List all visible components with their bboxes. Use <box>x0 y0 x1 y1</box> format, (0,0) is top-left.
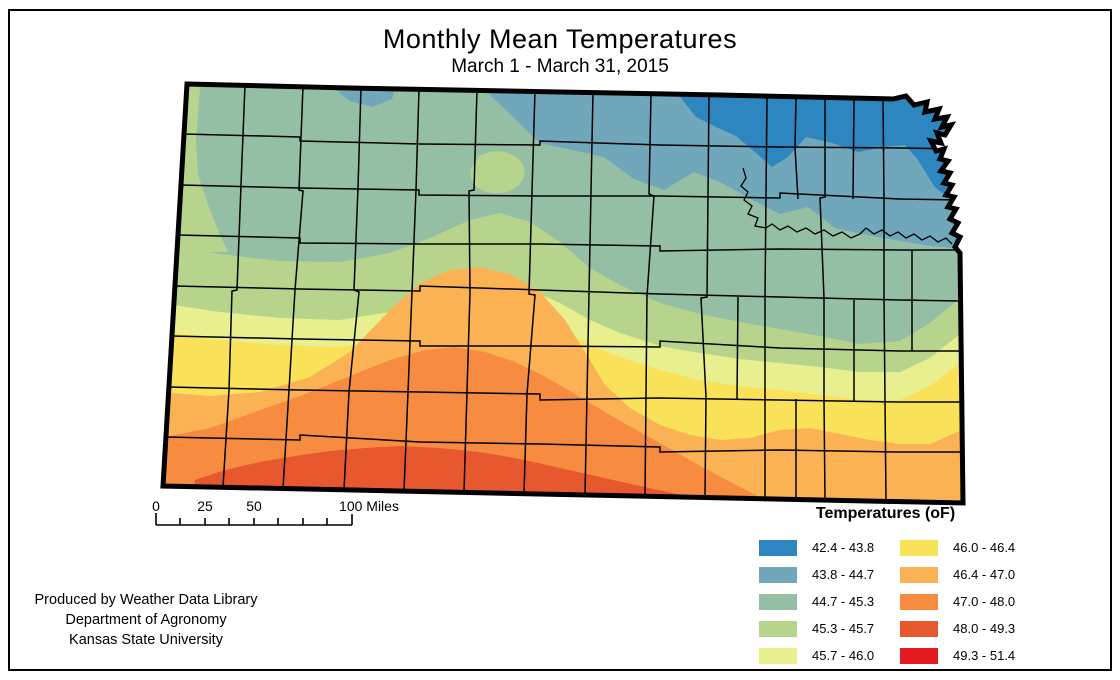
band-45-3-45-7-island <box>470 151 525 194</box>
state-border <box>160 81 966 506</box>
legend-range-label: 46.4 - 47.0 <box>953 567 1016 582</box>
legend-swatch <box>900 620 938 637</box>
legend-item: 45.3 - 45.7 <box>759 615 874 642</box>
attribution-line: Kansas State University <box>69 632 223 648</box>
scale-label-100-miles: 100 Miles <box>339 498 399 514</box>
legend-swatch <box>759 539 797 556</box>
legend-range-label: 49.3 - 51.4 <box>953 648 1016 663</box>
attribution-line: Produced by Weather Data Library <box>34 592 258 608</box>
legend-range-label: 46.0 - 46.4 <box>953 540 1016 555</box>
scale-label-0: 0 <box>152 498 160 514</box>
river-boundary <box>740 167 953 245</box>
legend-range-label: 47.0 - 48.0 <box>953 594 1016 609</box>
map-subtitle: March 1 - March 31, 2015 <box>451 56 669 77</box>
legend-range-label: 45.7 - 46.0 <box>812 648 875 663</box>
legend-item: 49.3 - 51.4 <box>900 642 1015 669</box>
legend-range-label: 44.7 - 45.3 <box>812 594 875 609</box>
scale-bar: 0 25 50 100 Miles <box>152 498 399 526</box>
attribution: Produced by Weather Data Library Departm… <box>26 590 266 650</box>
map-title: Monthly Mean Temperatures <box>382 24 738 54</box>
band-42-4-43-8 <box>668 84 963 205</box>
legend-swatch <box>900 647 938 664</box>
legend-item: 48.0 - 49.3 <box>900 615 1015 642</box>
outer-border <box>8 9 1112 671</box>
legend-swatch <box>759 566 797 583</box>
legend-swatch <box>759 593 797 610</box>
legend-item: 47.0 - 48.0 <box>900 588 1015 615</box>
legend-range-label: 42.4 - 43.8 <box>812 540 875 555</box>
legend-swatch <box>900 539 938 556</box>
legend-item: 46.0 - 46.4 <box>900 534 1015 561</box>
legend-title: Temperatures (oF) <box>815 505 956 522</box>
county-boundaries <box>165 84 963 502</box>
legend-item: 43.8 - 44.7 <box>759 561 874 588</box>
legend-range-label: 43.8 - 44.7 <box>812 567 875 582</box>
legend-range-label: 48.0 - 49.3 <box>953 621 1016 636</box>
legend-swatch <box>759 647 797 664</box>
scale-label-50: 50 <box>246 498 262 514</box>
legend-swatch <box>900 593 938 610</box>
legend-column-right: 46.0 - 46.4 46.4 - 47.0 47.0 - 48.0 48.0… <box>900 534 1015 669</box>
legend-item: 42.4 - 43.8 <box>759 534 874 561</box>
attribution-line: Department of Agronomy <box>65 612 227 628</box>
legend-item: 46.4 - 47.0 <box>900 561 1015 588</box>
legend-swatch <box>759 620 797 637</box>
legend-swatch <box>900 566 938 583</box>
legend-column-left: 42.4 - 43.8 43.8 - 44.7 44.7 - 45.3 45.3… <box>759 534 874 669</box>
legend-range-label: 45.3 - 45.7 <box>812 621 875 636</box>
legend-item: 44.7 - 45.3 <box>759 588 874 615</box>
scale-label-25: 25 <box>197 498 213 514</box>
legend-item: 45.7 - 46.0 <box>759 642 874 669</box>
